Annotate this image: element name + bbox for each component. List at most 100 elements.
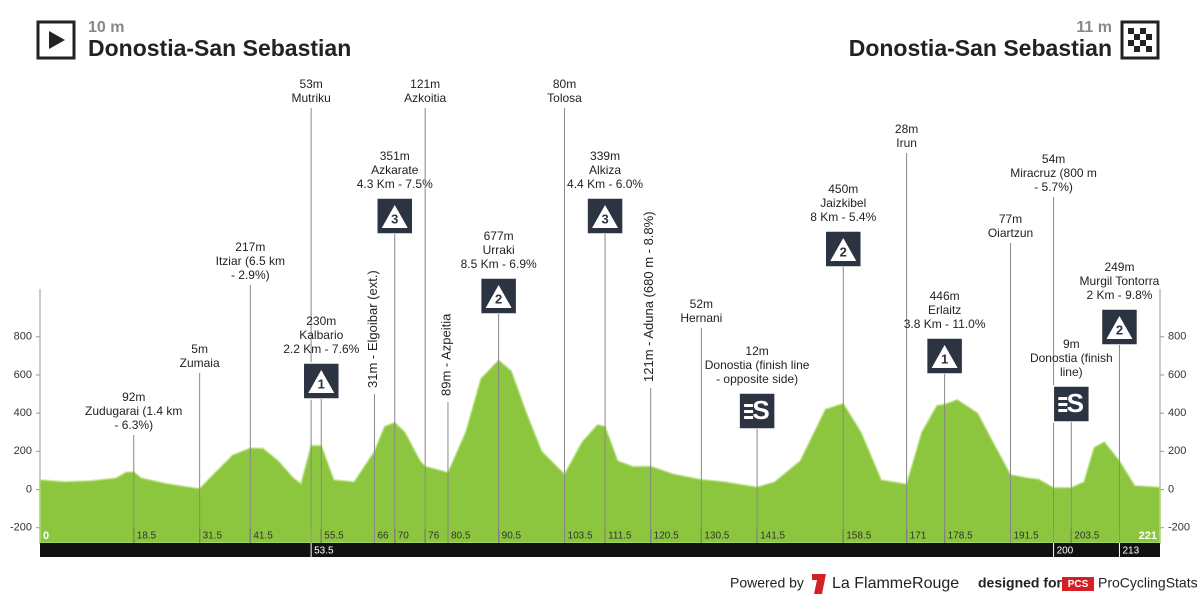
brand: La FlammeRouge xyxy=(832,575,959,592)
waypoint-label: Hernani xyxy=(680,311,722,325)
waypoint-label: Azkoitia xyxy=(404,91,446,105)
climb-triangle xyxy=(931,345,958,368)
waypoint-label: 80m xyxy=(553,77,576,91)
y-tick-label: 0 xyxy=(1168,483,1174,495)
x-tick-label: 178.5 xyxy=(948,531,973,542)
waypoint-label: 77m xyxy=(999,212,1022,226)
waypoint-label: 53m xyxy=(299,77,322,91)
waypoint-label: 351m xyxy=(380,149,410,163)
waypoint-label: Zudugarai (1.4 km xyxy=(85,404,182,418)
y-tick-label: 600 xyxy=(1168,369,1186,381)
waypoint-label: - 5.7%) xyxy=(1034,180,1073,194)
waypoint-label: Azkarate xyxy=(371,163,419,177)
x-tick-label: 130.5 xyxy=(704,531,729,542)
bar-tick-label: 213 xyxy=(1122,546,1139,557)
waypoint-label: Irun xyxy=(896,136,917,150)
waypoint-label: line) xyxy=(1060,365,1083,379)
powered-by: Powered by xyxy=(730,575,804,591)
waypoint-label: 2 Km - 9.8% xyxy=(1086,288,1152,302)
waypoint-label: 121m xyxy=(410,77,440,91)
designed-for: designed for xyxy=(978,575,1063,591)
waypoint: 89m - Azpeitia xyxy=(438,313,453,543)
sprint-stripe xyxy=(1058,409,1068,412)
climb-triangle xyxy=(830,238,857,261)
finish-name: Donostia-San Sebastian xyxy=(849,35,1112,61)
finish-icon xyxy=(1120,20,1160,60)
waypoint-label: 5m xyxy=(191,342,208,356)
climb-category: 3 xyxy=(391,211,398,226)
waypoint-label: Urraki xyxy=(483,243,515,257)
x-tick-label: 103.5 xyxy=(568,531,593,542)
distance-bar xyxy=(40,543,1160,557)
x-tick-label: 171 xyxy=(910,531,927,542)
waypoint-label: 2.2 Km - 7.6% xyxy=(283,342,359,356)
x-tick-label: 31.5 xyxy=(203,531,223,542)
climb-triangle xyxy=(485,285,512,308)
x-tick-label: 111.5 xyxy=(608,531,632,542)
waypoint-label: Itziar (6.5 km xyxy=(216,254,285,268)
waypoint-label: Alkiza xyxy=(589,163,621,177)
climb-category: 2 xyxy=(1116,322,1123,337)
waypoint-label: Oiartzun xyxy=(988,226,1033,240)
climb-triangle xyxy=(592,205,619,228)
y-tick-label: 800 xyxy=(1168,331,1186,343)
bar-tick-label: 200 xyxy=(1057,546,1074,557)
bar-tick-label: 53.5 xyxy=(314,546,334,557)
plot: -200 -200 0 0 200 200 400 400 600 600 800 800 xyxy=(10,289,1190,544)
climb-triangle xyxy=(381,205,408,228)
x-tick-label: 141.5 xyxy=(760,531,785,542)
pcs-name: ProCyclingStats xyxy=(1098,575,1198,591)
waypoint: 121m - Aduna (680 m - 8.8%) xyxy=(641,211,656,543)
start-km: 0 xyxy=(43,530,49,542)
waypoint-label: Murgil Tontorra xyxy=(1080,274,1160,288)
y-tick-label: -200 xyxy=(10,522,32,534)
pcs-box xyxy=(1062,577,1094,591)
waypoint-label: - 6.3%) xyxy=(114,418,153,432)
waypoint: 31m - Elgoibar (ext.) xyxy=(365,270,380,543)
finish-elevation: 11 m xyxy=(1076,19,1112,36)
waypoint-label: Zumaia xyxy=(180,356,220,370)
start-name: Donostia-San Sebastian xyxy=(88,35,351,61)
sprint-label: S xyxy=(1067,388,1084,418)
waypoint-label: Donostia (finish line xyxy=(705,358,810,372)
waypoint-label: 339m xyxy=(590,149,620,163)
pcs-logo: PCS xyxy=(1068,579,1089,590)
waypoint-label: 8 Km - 5.4% xyxy=(810,210,876,224)
y-tick-label: -200 xyxy=(1168,522,1190,534)
climb-category: 1 xyxy=(318,376,325,391)
y-tick-label: 0 xyxy=(26,483,32,495)
climb-triangle xyxy=(308,370,335,393)
waypoint-label: 52m xyxy=(690,297,713,311)
waypoint-label: Kalbario xyxy=(299,328,343,342)
climb-triangle xyxy=(1106,316,1133,339)
y-tick-label: 400 xyxy=(14,407,32,419)
waypoint-label: Jaizkibel xyxy=(820,196,866,210)
waypoint-label: 31m - Elgoibar (ext.) xyxy=(365,270,380,388)
x-tick-label: 76 xyxy=(428,531,440,542)
sprint-label: S xyxy=(752,395,769,425)
waypoint-label: Tolosa xyxy=(547,91,582,105)
waypoint-label: Erlaitz xyxy=(928,303,961,317)
waypoint-label: 54m xyxy=(1042,152,1065,166)
y-tick-label: 200 xyxy=(14,445,32,457)
waypoint-label: 230m xyxy=(306,314,336,328)
x-tick-label: 55.5 xyxy=(324,531,344,542)
waypoint-label: 450m xyxy=(828,182,858,196)
waypoint-label: 8.5 Km - 6.9% xyxy=(461,257,537,271)
sprint-stripe xyxy=(1058,403,1068,406)
waypoint-label: 4.4 Km - 6.0% xyxy=(567,177,643,191)
climb-category: 2 xyxy=(840,244,847,259)
start-arrow xyxy=(49,31,65,49)
waypoint-label: 121m - Aduna (680 m - 8.8%) xyxy=(641,211,656,382)
